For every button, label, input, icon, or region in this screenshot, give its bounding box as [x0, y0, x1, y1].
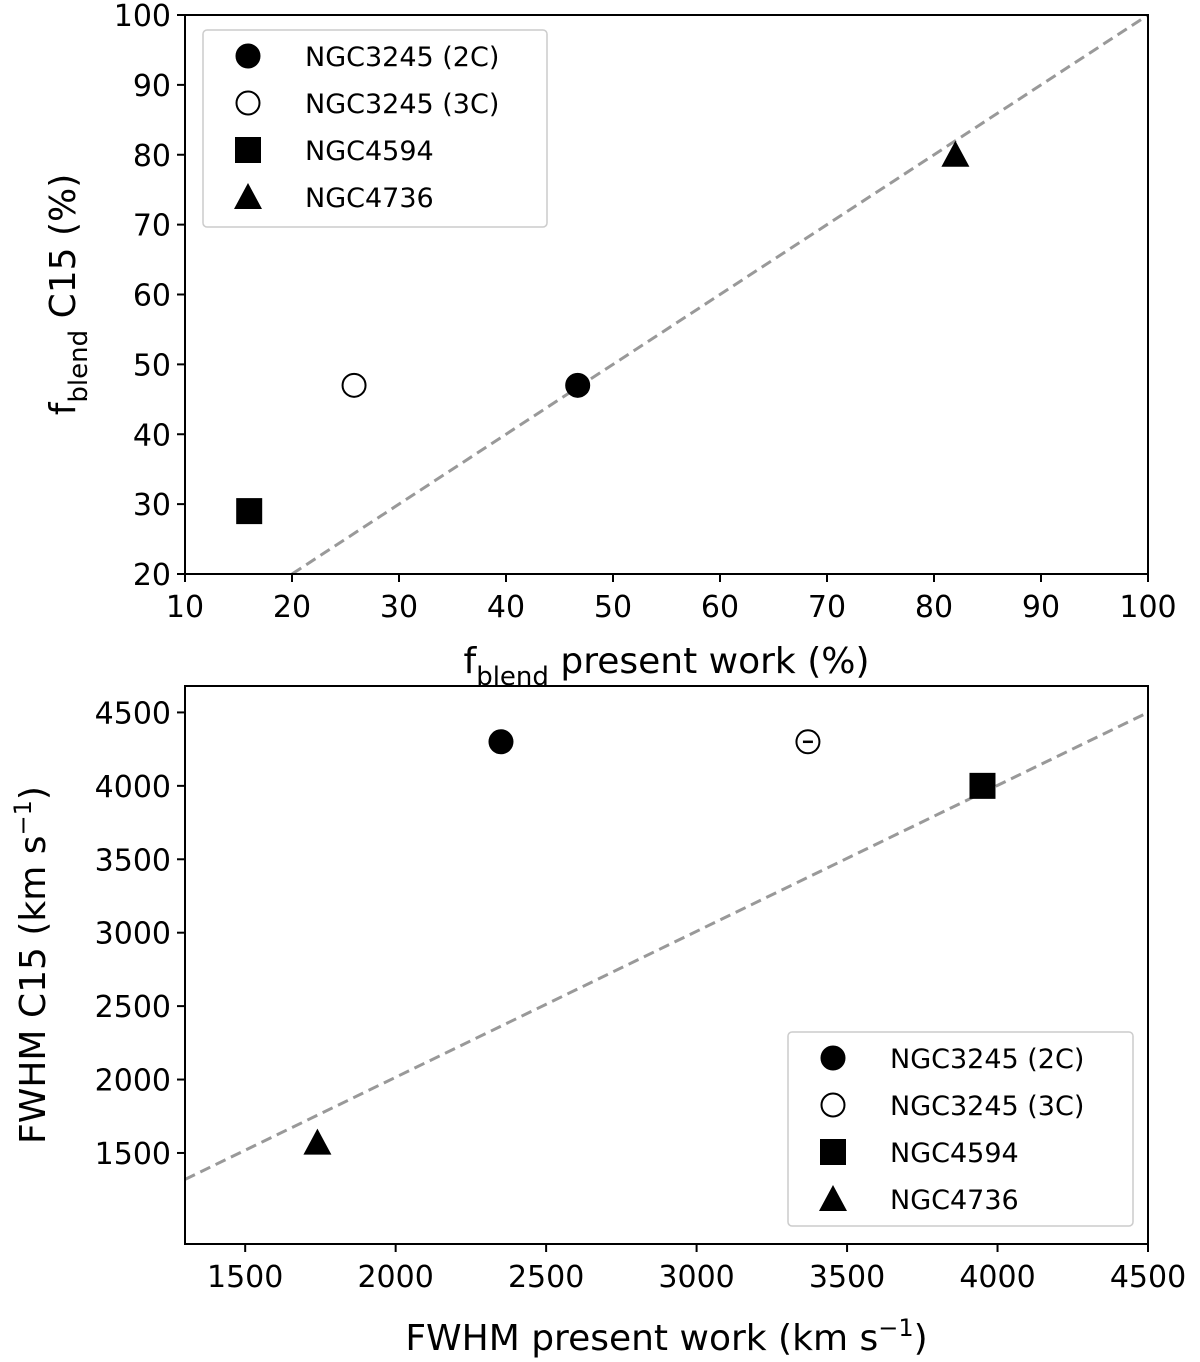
x-tick-label: 20: [273, 590, 311, 625]
legend: NGC3245 (2C) NGC3245 (3C) NGC4594 NGC4736: [202, 29, 548, 228]
y-tick-label: 20: [133, 558, 171, 593]
y-tick-label: 100: [114, 0, 171, 34]
data-point-triangle-filled: [941, 140, 970, 167]
chart-panel-2: 1500 2000 2500 3000 3500 4000 4500 1500 2000 2500…: [9, 685, 1186, 1359]
y-tick-label: 2000: [95, 1064, 171, 1099]
x-tick-label: 4500: [1110, 1260, 1186, 1295]
legend-label: NGC3245 (3C): [890, 1091, 1084, 1122]
x-tick-label: 3500: [809, 1260, 885, 1295]
label-main: FWHM C15 (km s: [13, 836, 54, 1144]
legend: NGC3245 (2C) NGC3245 (3C) NGC4594 NGC4736: [787, 1031, 1134, 1227]
x-tick-label: 50: [594, 590, 632, 625]
legend-marker: [234, 183, 262, 209]
legend-marker: [235, 90, 261, 116]
legend-marker: [820, 1045, 846, 1071]
y-tick-label: 60: [133, 279, 171, 314]
label-subscript: blend: [476, 662, 549, 692]
legend-label: NGC4736: [890, 1185, 1019, 1216]
x-tick-label: 40: [487, 590, 525, 625]
legend-label: NGC4736: [305, 183, 434, 214]
legend-marker: [819, 1185, 847, 1211]
x-tick-label: 80: [915, 590, 953, 625]
data-point-triangle-filled: [303, 1128, 332, 1155]
x-tick-label: 2000: [357, 1260, 433, 1295]
data-point-circle-open: [341, 372, 367, 398]
y-tick-label: 1500: [95, 1137, 171, 1172]
reference-line: [291, 15, 1148, 574]
y-tick-label: 4000: [95, 770, 171, 805]
legend-label: NGC4594: [890, 1138, 1019, 1169]
label-main: FWHM present work (km s: [405, 1318, 878, 1359]
x-tick-label: 10: [166, 590, 204, 625]
legend-box: [202, 29, 548, 228]
x-tick-label: 30: [380, 590, 418, 625]
label-rest: present work (%): [549, 641, 870, 682]
y-tick-label: 40: [133, 418, 171, 453]
y-tick-label: 4500: [95, 696, 171, 731]
y-axis-title: FWHM C15 (km s−1): [9, 786, 54, 1144]
legend-label: NGC3245 (2C): [305, 42, 499, 73]
label-main: f: [464, 641, 478, 682]
x-tick-label: 90: [1022, 590, 1060, 625]
label-superscript: −1: [9, 800, 37, 835]
label-subscript: blend: [64, 330, 94, 403]
legend-marker: [235, 43, 261, 69]
data-point-circle-filled: [488, 729, 514, 755]
label-main: f: [43, 401, 84, 415]
label-rest: ): [914, 1318, 928, 1359]
x-axis-title: FWHM present work (km s−1): [405, 1314, 927, 1359]
label-rest: C15 (%): [43, 174, 84, 330]
y-tick-label: 2500: [95, 990, 171, 1025]
y-tick-label: 80: [133, 139, 171, 174]
y-tick-label: 90: [133, 69, 171, 104]
y-axis-title: fblend C15 (%): [43, 174, 94, 416]
x-tick-label: 60: [701, 590, 739, 625]
legend-box: [787, 1031, 1134, 1227]
y-tick-label: 50: [133, 348, 171, 383]
chart-panel-1: 10 20 30 40 50 60 70 80 90 1002030405060708090100…: [43, 0, 1177, 692]
label-rest: ): [13, 786, 54, 800]
y-tick-label: 70: [133, 209, 171, 244]
legend-marker: [820, 1139, 846, 1165]
x-tick-label: 3000: [658, 1260, 734, 1295]
legend-marker: [820, 1092, 846, 1118]
x-tick-label: 1500: [207, 1260, 283, 1295]
legend-label: NGC3245 (3C): [305, 89, 499, 120]
data-point-circle-filled: [565, 372, 591, 398]
y-tick-label: 30: [133, 488, 171, 523]
x-tick-label: 4000: [959, 1260, 1035, 1295]
y-tick-label: 3000: [95, 917, 171, 952]
x-axis-title: fblend present work (%): [464, 641, 870, 692]
y-tick-label: 3500: [95, 843, 171, 878]
plot-frame: [184, 685, 1149, 1245]
label-superscript: −1: [878, 1314, 913, 1342]
data-point-square-filled: [236, 498, 263, 525]
legend-marker: [235, 137, 261, 163]
data-point-square-filled: [969, 772, 996, 799]
legend-label: NGC4594: [305, 136, 434, 167]
x-tick-label: 100: [1119, 590, 1176, 625]
x-tick-label: 70: [808, 590, 846, 625]
legend-label: NGC3245 (2C): [890, 1044, 1084, 1075]
x-tick-label: 2500: [508, 1260, 584, 1295]
